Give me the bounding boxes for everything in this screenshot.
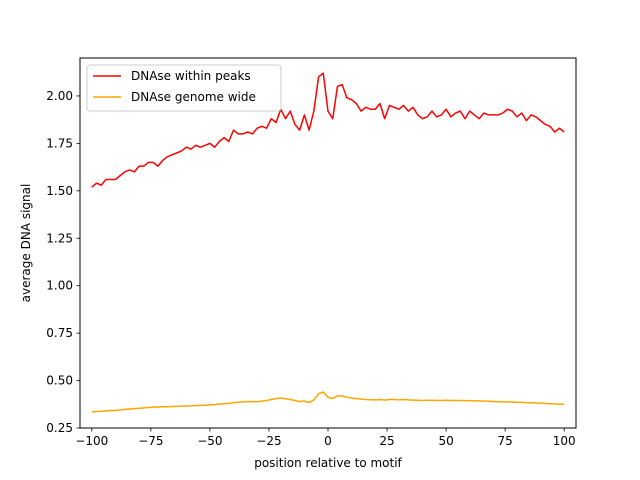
y-tick-label: 1.50 [46, 184, 73, 198]
y-tick-label: 2.00 [46, 89, 73, 103]
y-tick-label: 1.00 [46, 279, 73, 293]
x-tick-label: −25 [256, 434, 281, 448]
y-axis-ticks: 0.25 0.50 0.75 1.00 1.25 1.50 1.75 2.00 [46, 89, 80, 435]
y-axis-title: average DNA signal [19, 184, 33, 303]
y-tick-label: 1.75 [46, 136, 73, 150]
x-tick-label: 50 [438, 434, 453, 448]
y-tick-label: 0.25 [46, 421, 73, 435]
x-tick-label: 25 [379, 434, 394, 448]
x-tick-label: 0 [324, 434, 332, 448]
series-line-within-peaks [91, 72, 565, 188]
legend-box [86, 64, 282, 112]
x-axis-ticks: −100 −75 −50 −25 0 25 50 75 100 [75, 428, 576, 448]
series-line-genome-wide [91, 391, 565, 413]
y-tick-label: 0.50 [46, 374, 73, 388]
x-tick-label: 100 [553, 434, 576, 448]
x-axis-title: position relative to motif [254, 456, 402, 470]
legend: DNAse within peaks DNAse genome wide [86, 64, 282, 112]
series-layer [91, 72, 565, 413]
y-tick-label: 0.75 [46, 326, 73, 340]
legend-label-within-peaks: DNAse within peaks [131, 69, 251, 83]
x-tick-label: 75 [498, 434, 513, 448]
x-tick-label: −100 [75, 434, 108, 448]
legend-label-genome-wide: DNAse genome wide [131, 90, 256, 104]
x-tick-label: −75 [138, 434, 163, 448]
x-tick-label: −50 [197, 434, 222, 448]
y-tick-label: 1.25 [46, 231, 73, 245]
